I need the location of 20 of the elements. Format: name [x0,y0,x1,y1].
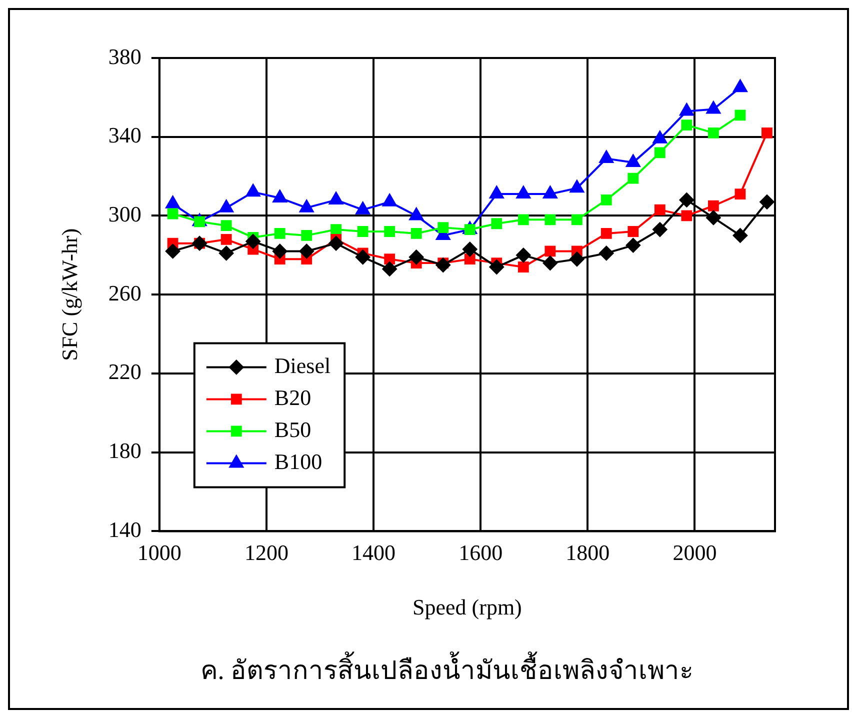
y-tick-label: 220 [108,359,142,384]
x-tick-label: 1200 [244,540,288,566]
y-tick-label: 260 [108,280,142,306]
y-tick-label: 140 [108,516,142,542]
legend-label: B20 [274,384,312,410]
legend-label: B100 [274,448,322,474]
y-tick-label: 180 [108,438,142,464]
x-tick-label: 1800 [566,540,610,566]
x-tick-label: 1600 [458,540,503,566]
y-tick-label: 380 [108,44,142,69]
x-tick-label: 1400 [352,540,396,566]
text: ค. อัตราการสิ้นเปลืองน้ำมันเชื้อเพลิงจำเพาะ [200,650,694,685]
y-tick-label: 340 [108,122,142,148]
y-axis-title: SFC (g/kW-hr) [56,228,82,361]
legend-label: B50 [274,416,312,442]
x-tick-label: 1000 [137,540,182,566]
x-axis-title: Speed (rpm) [412,594,522,620]
y-tick-label: 300 [108,202,142,227]
legend-label: Diesel [274,352,331,378]
x-tick-label: 2000 [672,540,717,566]
